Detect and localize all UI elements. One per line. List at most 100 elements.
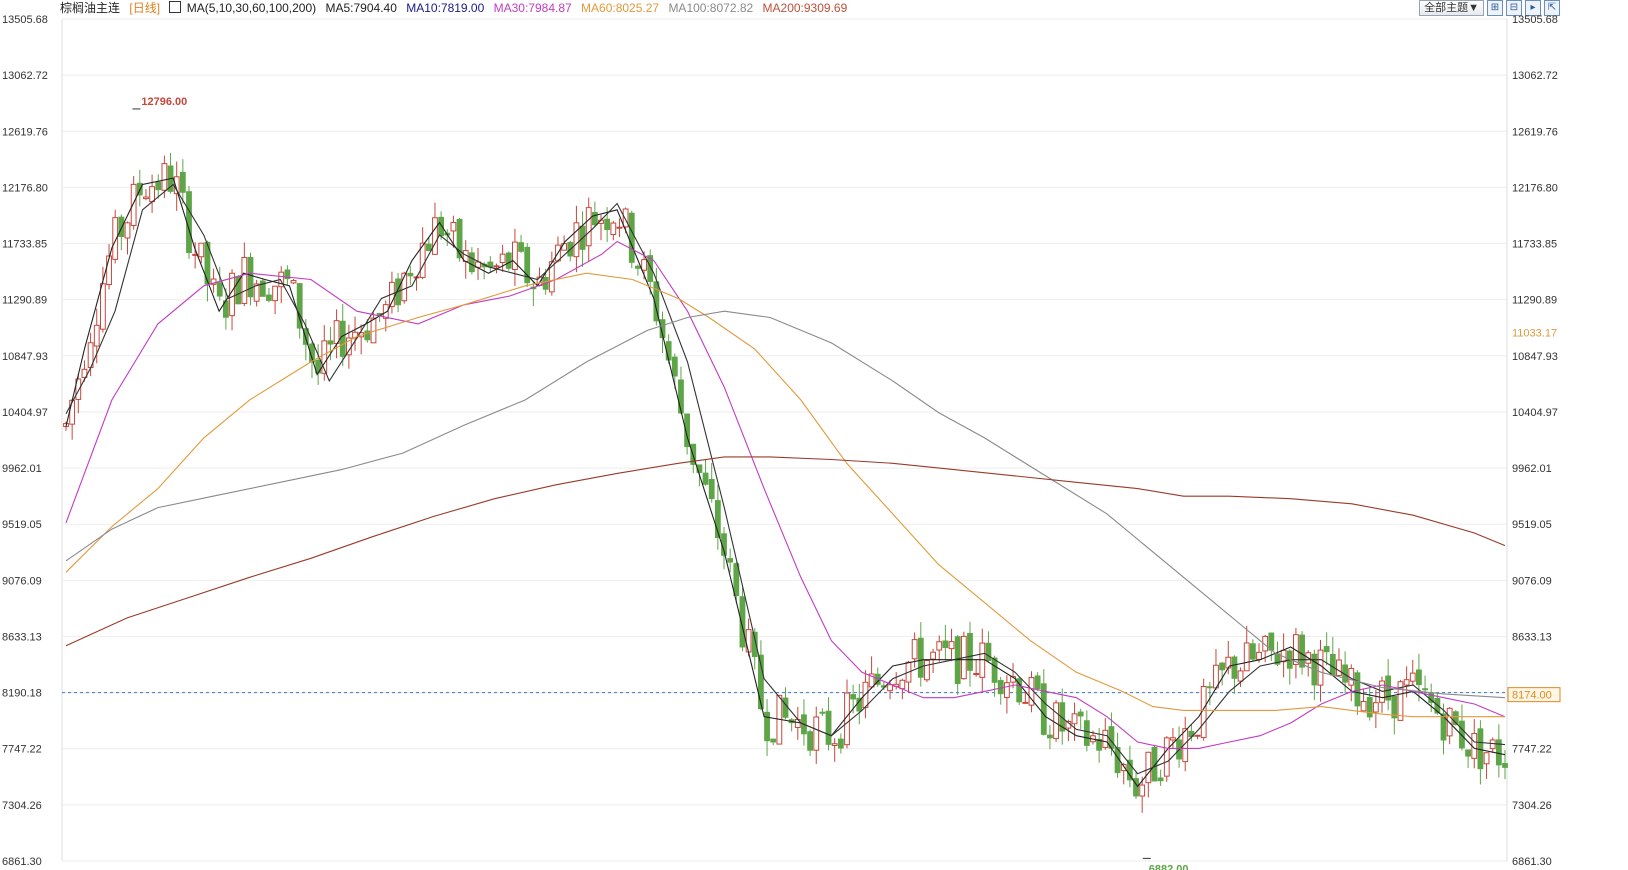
candle-body xyxy=(75,378,82,400)
candle-body xyxy=(259,280,266,297)
ma-params: MA(5,10,30,60,100,200) xyxy=(186,1,317,15)
low-label: 6882.00 xyxy=(1149,863,1189,870)
y-tick-label-left: 8633.13 xyxy=(2,631,42,643)
candle-body xyxy=(714,500,721,539)
last-price-label: 8174.00 xyxy=(1512,690,1552,702)
y-tick-label-right: 11733.85 xyxy=(1512,239,1557,251)
candle-body xyxy=(1452,711,1459,725)
candle-body xyxy=(1329,653,1336,676)
candle-body xyxy=(1360,700,1367,712)
y-tick-label-left: 9519.05 xyxy=(2,519,42,531)
candle-body xyxy=(1262,635,1269,652)
candle-body xyxy=(1016,678,1023,703)
ma100-line xyxy=(65,310,1506,699)
candle-body xyxy=(93,324,100,347)
candle-body xyxy=(825,710,832,745)
y-tick-label-right: 9076.09 xyxy=(1512,575,1552,587)
candle-body xyxy=(973,673,980,676)
ma-toggle-icon[interactable] xyxy=(169,1,182,13)
candle-body xyxy=(124,222,131,239)
candle-body xyxy=(118,216,125,237)
candle-body xyxy=(1083,720,1090,746)
candle-body xyxy=(106,255,112,286)
candle-body xyxy=(512,241,518,271)
candle-body xyxy=(936,641,943,651)
candle-body xyxy=(548,261,555,293)
chart-toolbar: 全部主题▼ ⊞ ⊟ ▸ ⇱ xyxy=(1419,0,1560,16)
grid-icon[interactable]: ⊞ xyxy=(1487,0,1503,16)
theme-select-button[interactable]: 全部主题▼ xyxy=(1419,0,1484,16)
play-icon[interactable]: ▸ xyxy=(1525,0,1541,16)
candle-body xyxy=(407,272,414,277)
candle-body xyxy=(733,563,740,596)
expand-icon[interactable]: ⇱ xyxy=(1544,0,1560,16)
candle-body xyxy=(1108,726,1115,749)
ma30-line xyxy=(65,240,1506,749)
candle-body xyxy=(1053,702,1059,740)
ma30-value: MA30:7984.87 xyxy=(493,1,572,15)
candle-body xyxy=(1366,697,1373,718)
candle-body xyxy=(130,183,137,226)
ma60-right-label: 11033.17 xyxy=(1512,327,1557,339)
candle-body xyxy=(179,171,186,193)
candle-body xyxy=(1034,675,1041,690)
candle-body xyxy=(1151,746,1158,782)
y-tick-label-right: 6861.30 xyxy=(1512,856,1552,868)
candle-body xyxy=(1293,634,1299,665)
candle-body xyxy=(745,629,752,653)
symbol-title: 棕榈油主连 xyxy=(60,1,121,15)
candle-body xyxy=(518,242,524,252)
candle-body xyxy=(850,694,857,700)
candle-body xyxy=(1120,764,1127,772)
candle-body xyxy=(622,208,629,228)
candle-body xyxy=(284,269,291,280)
candle-body xyxy=(1102,729,1109,748)
candle-body xyxy=(604,218,611,231)
candle-body xyxy=(247,257,254,298)
candle-body xyxy=(659,319,666,339)
y-tick-label-right: 12619.76 xyxy=(1512,126,1558,138)
y-tick-label-right: 7304.26 xyxy=(1512,800,1552,812)
y-tick-label-right: 7747.22 xyxy=(1512,744,1552,756)
candle-body xyxy=(1243,642,1250,672)
candle-body xyxy=(1194,734,1201,737)
y-tick-label-left: 12176.80 xyxy=(2,182,48,194)
candle-body xyxy=(1495,739,1502,766)
candle-body xyxy=(1040,683,1047,735)
candle-body xyxy=(339,320,346,357)
candle-body xyxy=(186,191,192,254)
candle-body xyxy=(1268,632,1275,651)
candle-body xyxy=(99,283,106,330)
candle-body xyxy=(868,673,875,688)
candle-body xyxy=(807,731,813,751)
layout-icon[interactable]: ⊟ xyxy=(1506,0,1522,16)
candle-body xyxy=(112,217,119,260)
candle-body xyxy=(573,222,580,258)
candle-body xyxy=(635,265,641,269)
y-tick-label-left: 13062.72 xyxy=(2,70,48,82)
candle-body xyxy=(684,413,691,448)
candle-body xyxy=(499,253,506,264)
candle-body xyxy=(1336,659,1342,676)
y-tick-label-right: 13062.72 xyxy=(1512,70,1558,82)
candle-body xyxy=(468,252,475,273)
y-tick-label-left: 9076.09 xyxy=(2,575,42,587)
y-tick-label-right: 11290.89 xyxy=(1512,295,1557,307)
candle-body xyxy=(911,639,918,660)
candle-body xyxy=(727,558,734,563)
period-label[interactable]: [日线] xyxy=(129,1,161,15)
candle-body xyxy=(253,283,260,302)
candle-body xyxy=(432,217,438,255)
y-tick-label-left: 7304.26 xyxy=(2,800,42,812)
candle-body xyxy=(1323,646,1330,653)
candle-body xyxy=(887,684,893,692)
candle-body xyxy=(585,207,592,247)
ma10-line xyxy=(65,183,1506,775)
candle-body xyxy=(1502,763,1508,768)
candle-body xyxy=(1219,662,1226,671)
candle-body xyxy=(1440,713,1447,741)
candle-body xyxy=(1071,713,1078,725)
candle-body xyxy=(204,241,211,285)
